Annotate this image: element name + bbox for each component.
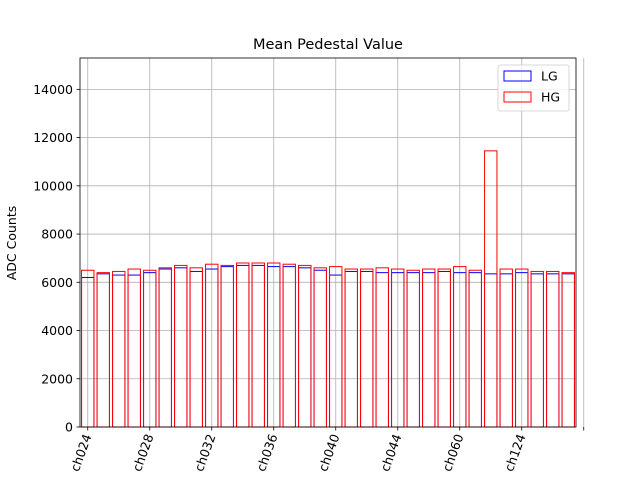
y-axis-label: ADC Counts <box>4 206 19 281</box>
y-tick-label: 0 <box>65 420 73 435</box>
y-tick-label: 6000 <box>41 275 73 290</box>
y-tick-label: 4000 <box>41 323 73 338</box>
legend-swatch-hg <box>503 91 532 103</box>
legend-box <box>497 64 570 112</box>
y-tick-label: 2000 <box>41 371 73 386</box>
chart-title: Mean Pedestal Value <box>253 37 403 53</box>
y-tick-label: 12000 <box>33 130 73 145</box>
plot-area <box>80 58 576 427</box>
legend-swatch-lg <box>503 70 532 82</box>
y-tick-label: 14000 <box>33 82 73 97</box>
y-tick-label: 10000 <box>33 178 73 193</box>
legend: LG HG <box>497 64 570 112</box>
y-tick-label: 8000 <box>41 227 73 242</box>
legend-label-lg: LG <box>541 69 558 84</box>
axes-frame <box>79 57 577 428</box>
grid <box>80 58 585 428</box>
legend-label-hg: HG <box>541 90 560 105</box>
